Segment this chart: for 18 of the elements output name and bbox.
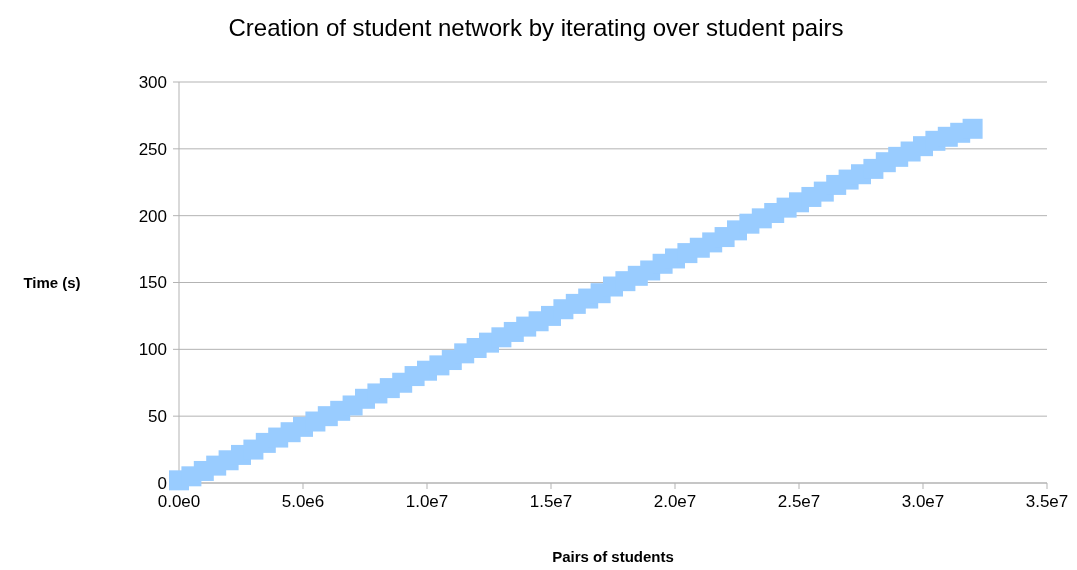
y-tick-label: 150 [138, 273, 167, 293]
y-tick-label: 100 [138, 340, 167, 360]
x-tick-label: 5.0e6 [281, 492, 325, 511]
x-tick-label: 1.5e7 [529, 492, 573, 511]
y-tick-label: 0 [157, 473, 167, 493]
y-tick-label: 250 [138, 139, 167, 159]
y-tick-label: 300 [138, 72, 167, 92]
x-tick-label: 2.5e7 [777, 492, 821, 511]
y-tick-label: 50 [148, 407, 167, 427]
x-tick-label: 0.0e0 [157, 492, 201, 511]
x-axis-title: Pairs of students [552, 548, 674, 565]
chart-title: Creation of student network by iterating over student pairs [228, 14, 844, 41]
y-tick-label: 200 [138, 206, 167, 226]
x-tick-label: 3.0e7 [901, 492, 945, 511]
y-axis-title: Time (s) [23, 273, 81, 291]
x-tick-label: 2.0e7 [653, 492, 697, 511]
x-tick-label: 1.0e7 [405, 492, 449, 511]
x-tick-label: 3.5e7 [1025, 492, 1069, 511]
